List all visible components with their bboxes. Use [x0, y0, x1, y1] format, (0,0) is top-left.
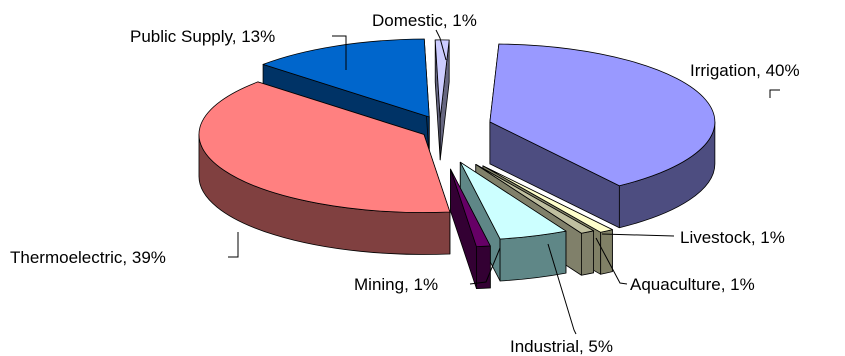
- slice-irrigation-top: [489, 43, 716, 187]
- leader-line-public-supply: [332, 35, 347, 70]
- slice-public-supply-top: [262, 38, 430, 118]
- slice-industrial: [459, 161, 567, 282]
- slice-aquaculture-wall: [581, 230, 594, 276]
- leader-line-livestock: [601, 233, 675, 237]
- leader-line-mining: [469, 247, 501, 285]
- slice-industrial-top: [459, 161, 567, 240]
- slice-thermoelectric-top: [198, 81, 451, 213]
- data-label-livestock: Livestock, 1%: [680, 228, 785, 247]
- slice-mining: [450, 168, 491, 290]
- slice-livestock-top: [482, 165, 613, 233]
- data-label-mining: Mining, 1%: [354, 275, 438, 294]
- data-label-thermoelectric: Thermoelectric, 39%: [10, 248, 166, 267]
- data-label-domestic: Domestic, 1%: [372, 11, 477, 30]
- slice-livestock-wall: [600, 229, 613, 275]
- leader-line-aquaculture: [595, 237, 628, 285]
- leader-line-irrigation: [769, 89, 780, 98]
- slice-aquaculture-top: [475, 163, 594, 234]
- leader-line-domestic: [435, 29, 447, 61]
- data-label-irrigation: Irrigation, 40%: [690, 61, 800, 80]
- data-label-aquaculture: Aquaculture, 1%: [630, 275, 755, 294]
- pie-slices: [198, 38, 716, 290]
- data-label-public-supply: Public Supply, 13%: [130, 27, 275, 46]
- data-label-industrial: Industrial, 5%: [510, 337, 613, 356]
- slice-domestic: [434, 39, 450, 161]
- slice-mining-top: [450, 168, 491, 248]
- slice-thermoelectric: [198, 81, 451, 255]
- pie-labels: Irrigation, 40% Livestock, 1% Aquaculture,…: [10, 11, 800, 356]
- slice-irrigation: [489, 43, 716, 229]
- leader-line-industrial: [547, 243, 577, 335]
- leader-line-thermoelectric: [228, 232, 239, 258]
